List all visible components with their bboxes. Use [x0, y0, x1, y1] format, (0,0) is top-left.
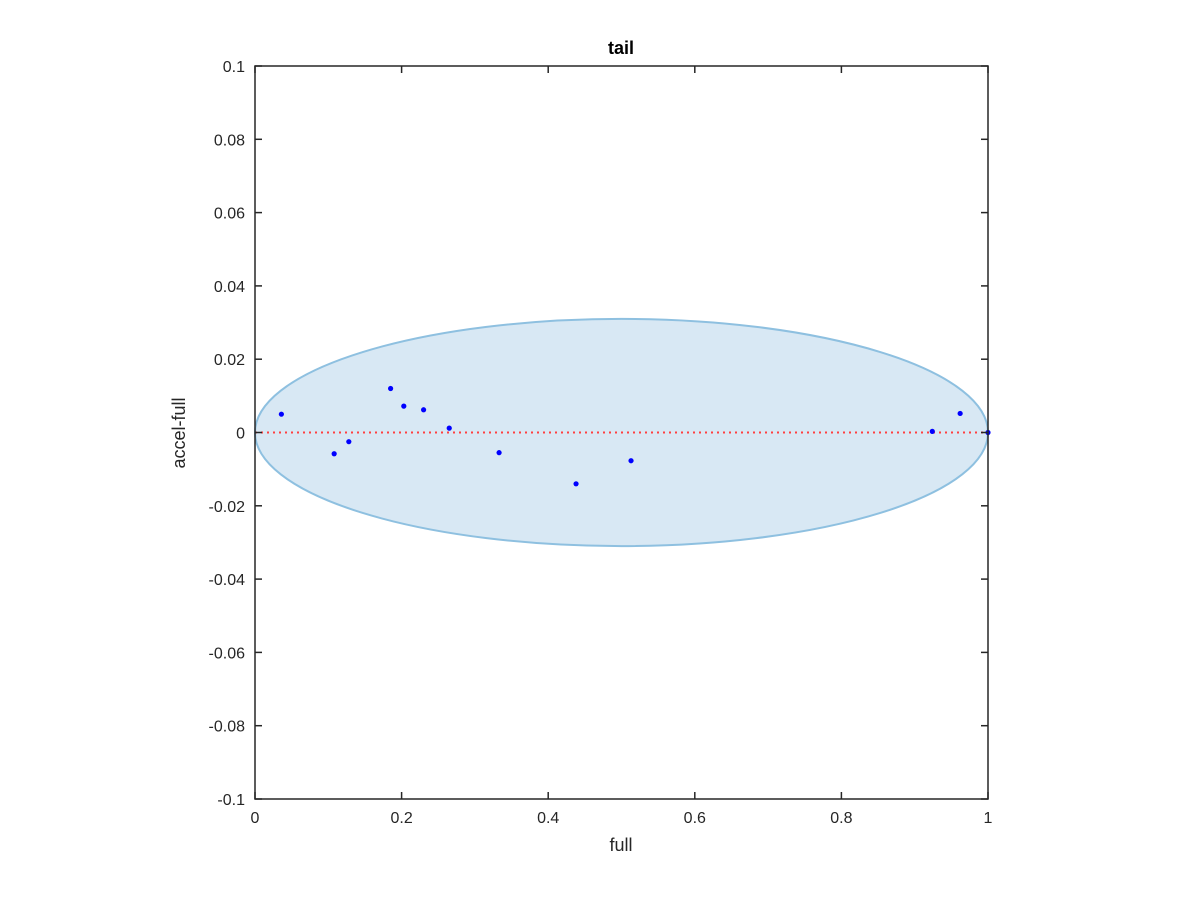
x-axis-label: full — [609, 835, 632, 855]
data-point — [278, 411, 284, 417]
data-point — [496, 450, 502, 456]
data-point — [446, 425, 452, 431]
data-point — [388, 385, 394, 392]
data-point — [331, 451, 337, 457]
y-tick-label: -0.08 — [209, 719, 246, 736]
x-tick-label: 0.6 — [684, 810, 706, 827]
plot-layer — [254, 317, 991, 548]
data-point — [401, 403, 407, 409]
y-tick-label: -0.06 — [209, 645, 246, 662]
x-tick-label: 0 — [251, 810, 260, 827]
data-point — [628, 458, 634, 464]
x-tick-label: 0.4 — [537, 810, 559, 827]
x-tick-label: 0.2 — [390, 810, 412, 827]
axes-layer: 0 0.2 0.4 0.6 0.8 1 -0.1 -0.08 -0.06 -0.04 -0.02 0 0… — [209, 59, 993, 827]
data-point — [573, 481, 579, 487]
y-tick-label: -0.02 — [209, 499, 246, 516]
y-tick-label: -0.04 — [209, 572, 246, 589]
chart-title: tail — [608, 38, 634, 58]
y-axis-label: accel-full — [169, 397, 189, 468]
data-point — [420, 407, 427, 413]
y-tick-label: -0.1 — [217, 792, 245, 809]
y-tick-label: 0 — [236, 426, 245, 443]
data-point — [346, 439, 352, 445]
y-tick-label: 0.06 — [214, 206, 245, 223]
y-tick-label: 0.08 — [214, 132, 245, 149]
y-tick-label: 0.1 — [223, 59, 245, 76]
y-tick-label: 0.02 — [214, 352, 245, 369]
y-tick-label: 0.04 — [214, 279, 245, 296]
data-point — [957, 410, 963, 417]
data-point — [929, 428, 935, 435]
x-tick-label: 1 — [984, 810, 993, 827]
x-tick-label: 0.8 — [830, 810, 852, 827]
